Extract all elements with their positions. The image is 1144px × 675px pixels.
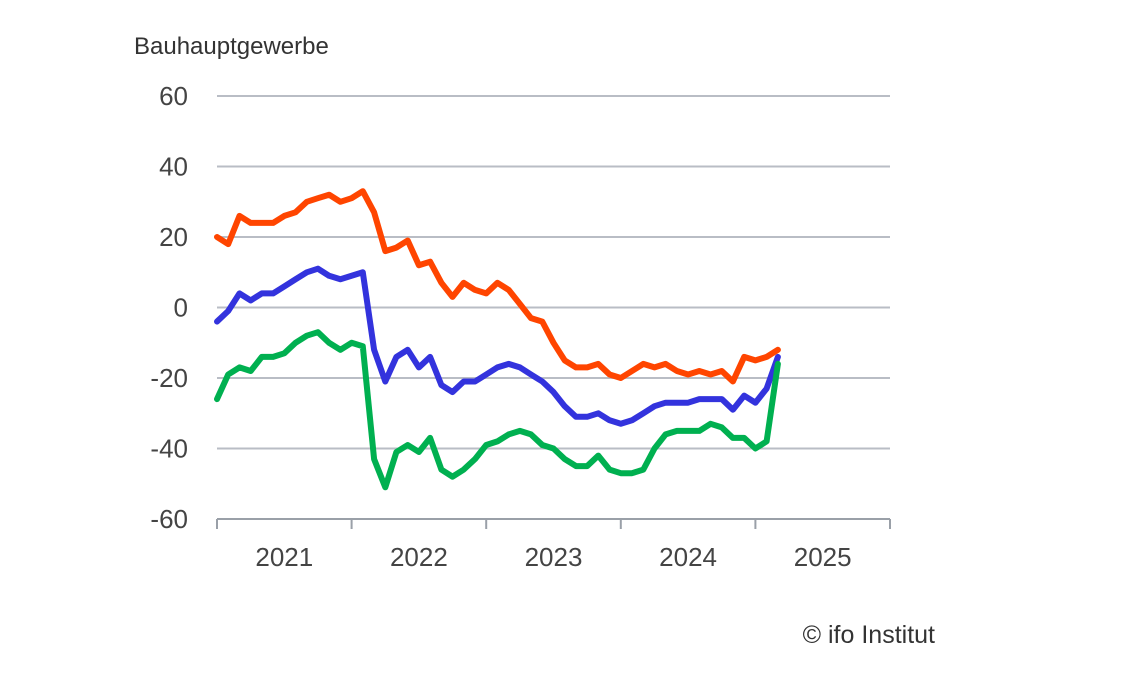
- x-tick-label: 2022: [390, 542, 448, 572]
- copyright-credit: © ifo Institut: [803, 621, 935, 649]
- series-lines: [214, 188, 781, 491]
- x-tick-label: 2023: [525, 542, 583, 572]
- y-tick-label: -40: [150, 434, 188, 464]
- series-line-2: [214, 265, 781, 427]
- y-tick-label: -60: [150, 504, 188, 534]
- y-tick-label: 20: [159, 222, 188, 252]
- y-tick-label: 40: [159, 152, 188, 182]
- chart-title: Bauhauptgewerbe: [134, 33, 329, 60]
- x-axis: 2021 2022 2023 2024 2025: [216, 518, 891, 572]
- x-tick-label: 2021: [255, 542, 313, 572]
- series-line-3: [214, 329, 781, 491]
- y-tick-label: -20: [150, 363, 188, 393]
- y-tick-label: 0: [174, 293, 188, 323]
- y-axis-ticks: 60 40 20 0 -20 -40 -60: [150, 81, 188, 534]
- x-tick-label: 2024: [659, 542, 717, 572]
- x-tick-label: 2025: [794, 542, 852, 572]
- y-tick-label: 60: [159, 81, 188, 111]
- series-line-1: [214, 188, 781, 385]
